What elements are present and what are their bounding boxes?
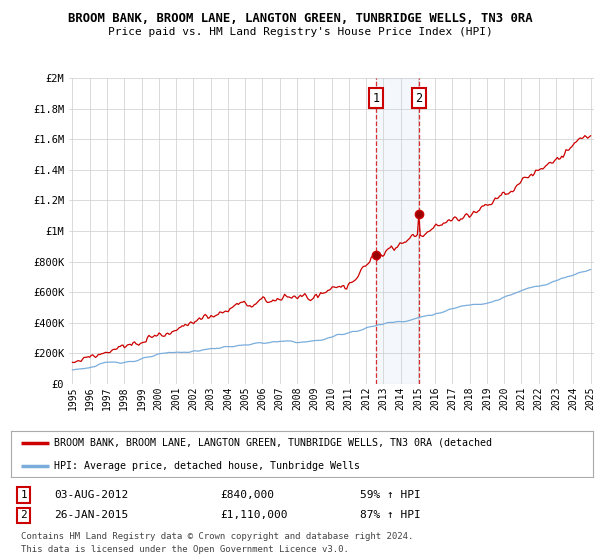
Text: 1: 1: [20, 490, 27, 500]
Text: 03-AUG-2012: 03-AUG-2012: [55, 490, 128, 500]
Text: 59% ↑ HPI: 59% ↑ HPI: [360, 490, 421, 500]
Text: Price paid vs. HM Land Registry's House Price Index (HPI): Price paid vs. HM Land Registry's House …: [107, 27, 493, 38]
Text: BROOM BANK, BROOM LANE, LANGTON GREEN, TUNBRIDGE WELLS, TN3 0RA (detached: BROOM BANK, BROOM LANE, LANGTON GREEN, T…: [55, 438, 493, 448]
Text: HPI: Average price, detached house, Tunbridge Wells: HPI: Average price, detached house, Tunb…: [55, 461, 361, 471]
Text: BROOM BANK, BROOM LANE, LANGTON GREEN, TUNBRIDGE WELLS, TN3 0RA: BROOM BANK, BROOM LANE, LANGTON GREEN, T…: [68, 12, 532, 25]
Text: Contains HM Land Registry data © Crown copyright and database right 2024.: Contains HM Land Registry data © Crown c…: [21, 533, 413, 542]
Text: £840,000: £840,000: [220, 490, 274, 500]
Text: 2: 2: [415, 92, 422, 105]
Text: 1: 1: [373, 92, 380, 105]
Bar: [376, 78, 419, 384]
Text: £1,110,000: £1,110,000: [220, 510, 288, 520]
Text: 26-JAN-2015: 26-JAN-2015: [55, 510, 128, 520]
Text: This data is licensed under the Open Government Licence v3.0.: This data is licensed under the Open Gov…: [21, 545, 349, 554]
Text: 87% ↑ HPI: 87% ↑ HPI: [360, 510, 421, 520]
Text: 2: 2: [20, 510, 27, 520]
